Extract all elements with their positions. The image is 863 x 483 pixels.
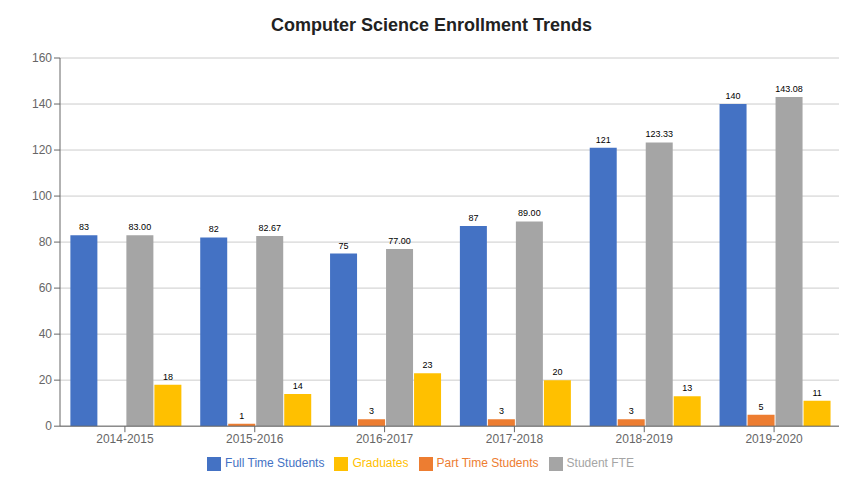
svg-text:40: 40 <box>39 327 53 341</box>
svg-text:20: 20 <box>39 373 53 387</box>
svg-text:80: 80 <box>39 235 53 249</box>
svg-text:82: 82 <box>209 224 219 234</box>
svg-text:11: 11 <box>812 388 821 398</box>
svg-text:121: 121 <box>596 135 611 145</box>
svg-text:77.00: 77.00 <box>388 236 411 246</box>
svg-text:143.08: 143.08 <box>775 84 803 94</box>
html-text:Student FTE: Student FTE <box>566 456 634 471</box>
svg-text:13: 13 <box>682 383 692 393</box>
svg-text:160: 160 <box>32 51 52 65</box>
svg-text:89.00: 89.00 <box>518 208 541 218</box>
html-text:Part Time Students: Part Time Students <box>436 456 539 471</box>
svg-text:2014-2015: 2014-2015 <box>96 432 154 446</box>
svg-text:3: 3 <box>499 406 504 416</box>
html-text:Graduates: Graduates <box>352 456 409 471</box>
svg-text:18: 18 <box>163 372 173 382</box>
svg-text:140: 140 <box>32 97 52 111</box>
svg-text:120: 120 <box>32 143 52 157</box>
svg-text:0: 0 <box>45 419 52 433</box>
svg-text:60: 60 <box>39 281 53 295</box>
html-text:Full Time Students: Full Time Students <box>225 456 325 471</box>
svg-text:3: 3 <box>629 406 634 416</box>
svg-text:87: 87 <box>468 213 478 223</box>
svg-text:14: 14 <box>293 381 303 391</box>
svg-text:2018-2019: 2018-2019 <box>616 432 674 446</box>
svg-text:100: 100 <box>32 189 52 203</box>
svg-text:20: 20 <box>552 367 562 377</box>
svg-text:2016-2017: 2016-2017 <box>356 432 414 446</box>
svg-text:2019-2020: 2019-2020 <box>745 432 803 446</box>
svg-text:83.00: 83.00 <box>129 222 152 232</box>
html-text:Computer Science Enrollment Tr: Computer Science Enrollment Trends <box>271 15 592 35</box>
svg-text:3: 3 <box>369 406 374 416</box>
svg-text:5: 5 <box>759 402 764 412</box>
svg-text:123.33: 123.33 <box>645 129 673 139</box>
svg-text:75: 75 <box>339 241 349 251</box>
svg-text:23: 23 <box>423 360 433 370</box>
svg-text:2015-2016: 2015-2016 <box>226 432 284 446</box>
svg-text:82.67: 82.67 <box>258 223 281 233</box>
svg-text:2017-2018: 2017-2018 <box>486 432 544 446</box>
svg-text:1: 1 <box>239 411 244 421</box>
svg-text:140: 140 <box>726 91 741 101</box>
svg-text:83: 83 <box>79 222 89 232</box>
